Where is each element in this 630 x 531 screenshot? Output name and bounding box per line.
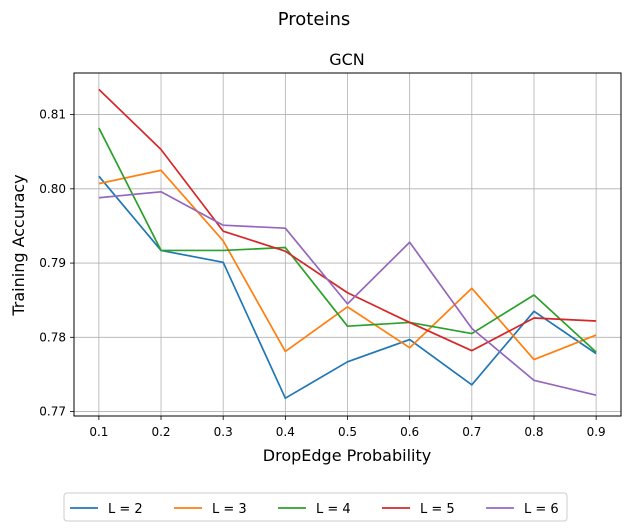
series-lines [98, 88, 597, 400]
legend-label: L = 6 [524, 502, 559, 517]
series-line-L5 [98, 88, 597, 352]
legend: L = 2 L = 3 L = 4 L = 5 L = 6 [63, 492, 568, 522]
legend-label: L = 5 [420, 502, 455, 517]
legend-label: L = 2 [108, 502, 143, 517]
x-tick-label: 0.4 [276, 425, 295, 439]
x-tick-label: 0.8 [524, 425, 543, 439]
y-tick-label: 0.80 [39, 182, 66, 196]
x-tick-label: 0.7 [462, 425, 481, 439]
y-tick-label: 0.77 [39, 405, 66, 419]
legend-label: L = 4 [316, 502, 351, 517]
chart-title: GCN [329, 50, 365, 69]
y-axis-ticks: 0.77 0.78 0.79 0.80 0.81 [39, 108, 74, 419]
x-tick-label: 0.2 [151, 425, 170, 439]
x-axis-ticks: 0.1 0.2 0.3 0.4 0.5 0.6 0.7 0.8 0.9 [89, 416, 606, 439]
y-tick-label: 0.81 [39, 108, 66, 122]
y-axis-label: Training Accuracy [9, 174, 28, 316]
grid [74, 73, 621, 416]
legend-box [63, 492, 568, 522]
x-tick-label: 0.6 [400, 425, 419, 439]
x-tick-label: 0.5 [338, 425, 357, 439]
legend-items: L = 2 L = 3 L = 4 L = 5 L = 6 [70, 502, 559, 517]
x-axis-label: DropEdge Probability [263, 446, 431, 465]
y-tick-label: 0.78 [39, 330, 66, 344]
x-tick-label: 0.1 [89, 425, 108, 439]
legend-label: L = 3 [212, 502, 247, 517]
x-tick-label: 0.9 [587, 425, 606, 439]
series-line-L4 [98, 127, 597, 353]
y-tick-label: 0.79 [39, 256, 66, 270]
figure-title: Proteins [278, 9, 350, 30]
series-line-L3 [98, 169, 597, 361]
x-tick-label: 0.3 [214, 425, 233, 439]
series-line-L6 [98, 190, 597, 397]
